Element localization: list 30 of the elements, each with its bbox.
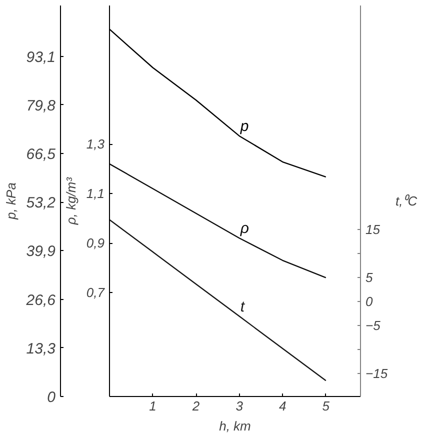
series-label: t: [240, 298, 246, 316]
y-tick-label: 0: [47, 389, 56, 406]
y-tick-label: 39,9: [26, 243, 56, 260]
y-axis-title: p, kPa: [3, 182, 18, 220]
y3-tick-label: 1,3: [86, 136, 106, 152]
x-axis-title: h, km: [219, 418, 252, 434]
x-tick-label: 4: [278, 398, 286, 414]
y-tick-label: 79,8: [26, 97, 56, 114]
y-tick-label: 13,3: [26, 340, 56, 358]
y2-tick-label: 15: [366, 222, 381, 237]
x-tick-label: 2: [191, 398, 200, 414]
y2-axis-title: t,⁰C: [396, 194, 418, 208]
y2-tick-label: 5: [366, 270, 374, 285]
y2-tick-label: 0: [366, 294, 374, 309]
x-tick-label: 1: [149, 398, 156, 414]
series-label: ρ: [239, 220, 250, 238]
y3-tick-label: 0,7: [86, 285, 106, 300]
y-tick-label: 26,6: [25, 292, 56, 309]
series-label: p: [239, 118, 249, 135]
y2-tick-label: −5: [366, 318, 382, 333]
y3-tick-label: 1,1: [86, 186, 105, 202]
x-tick-label: 3: [236, 398, 244, 414]
y3-axis-title: ρ, kg/m³: [63, 176, 78, 226]
y2-tick-label: −15: [366, 366, 388, 381]
y-tick-label: 66,5: [26, 146, 56, 163]
y-tick-label: 53,2: [26, 194, 56, 212]
line-series: [110, 219, 326, 382]
x-tick-label: 5: [322, 398, 330, 414]
y3-tick-label: 0,9: [86, 236, 105, 251]
y-tick-label: 93,1: [26, 48, 56, 66]
